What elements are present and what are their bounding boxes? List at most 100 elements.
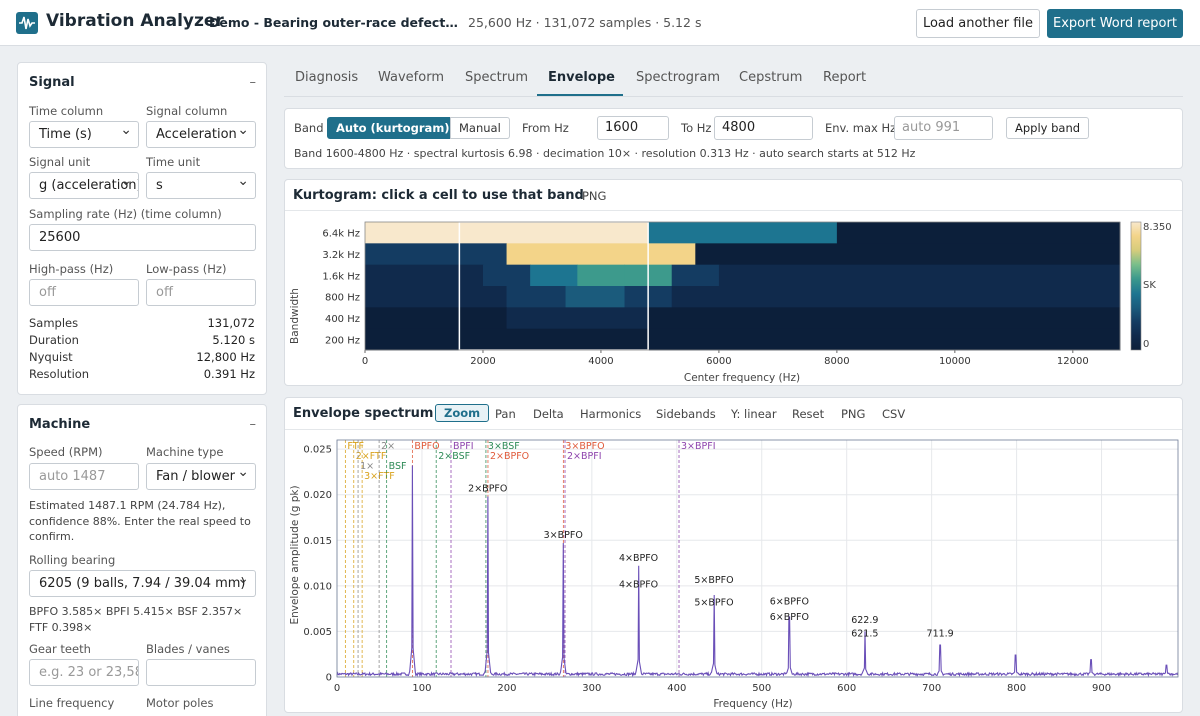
speed-label: Speed (RPM)	[29, 445, 103, 459]
time-unit-label: Time unit	[146, 155, 201, 169]
signal-unit-select[interactable]: g (acceleration)	[29, 172, 139, 199]
kurtogram-cell	[506, 286, 567, 308]
pan-tool-button[interactable]: Pan	[495, 407, 516, 421]
y-scale-toggle[interactable]: Y: linear	[731, 407, 777, 421]
tab-cepstrum[interactable]: Cepstrum	[739, 70, 803, 85]
envelope-title: Envelope spectrum	[293, 406, 434, 421]
env-max-label: Env. max Hz	[825, 121, 897, 135]
blades-input[interactable]	[146, 659, 256, 686]
apply-band-button[interactable]: Apply band	[1006, 117, 1090, 139]
kurtogram-png-button[interactable]: PNG	[582, 189, 607, 203]
sidebands-tool-button[interactable]: Sidebands	[656, 407, 716, 421]
reset-view-button[interactable]: Reset	[792, 407, 825, 421]
tab-waveform[interactable]: Waveform	[378, 70, 444, 85]
time-column-select[interactable]: Time (s)	[29, 121, 139, 148]
band-panel: Band Auto (kurtogram) Manual From Hz 160…	[284, 108, 1183, 169]
envelope-x-tick-label: 600	[837, 683, 856, 694]
machine-type-label: Machine type	[146, 445, 224, 459]
collapse-signal-button[interactable]: –	[249, 75, 257, 90]
envelope-x-tick-label: 200	[497, 683, 516, 694]
tab-envelope[interactable]: Envelope	[548, 70, 615, 85]
kurtogram-cell	[482, 264, 531, 287]
kurtogram-x-tick-label: 12000	[1057, 356, 1089, 367]
fault-frequency-label: 2×BPFI	[567, 451, 602, 462]
band-manual-toggle[interactable]: Manual	[450, 117, 510, 139]
kurtogram-cell	[506, 307, 649, 330]
stat-key: Duration	[29, 333, 79, 347]
sampling-rate-input[interactable]: 25600	[29, 224, 256, 251]
fault-frequency-label: 3×BSF	[488, 441, 520, 452]
machine-type-select[interactable]: Fan / blower	[146, 463, 256, 490]
speed-input[interactable]: auto 1487	[29, 463, 139, 490]
collapse-machine-button[interactable]: –	[249, 417, 257, 432]
export-report-button[interactable]: Export Word report	[1047, 9, 1183, 38]
envelope-x-label: Frequency (Hz)	[713, 698, 792, 710]
envelope-spectrum-chart[interactable]: Frequency (Hz) Envelope amplitude (g pk)…	[285, 430, 1182, 712]
stat-value: 5.120 s	[212, 333, 255, 347]
kurtogram-x-label: Center frequency (Hz)	[684, 372, 800, 384]
kurtogram-row-label: 200 Hz	[325, 335, 360, 346]
kurtogram-chart[interactable]: Bandwidth Center frequency (Hz) 8.350 SK…	[285, 211, 1182, 386]
peak-annotation: 2×BPFO	[468, 484, 507, 495]
tab-spectrogram[interactable]: Spectrogram	[636, 70, 720, 85]
speed-estimate-note: Estimated 1487.1 RPM (24.784 Hz), confid…	[29, 499, 251, 543]
fault-frequency-label: 2×BSF	[438, 451, 470, 462]
fault-frequency-label: FTF	[347, 441, 364, 452]
peak-annotation: 4×BPFO	[619, 553, 658, 564]
peak-annotation: 6×BPFO	[770, 612, 809, 623]
tab-report[interactable]: Report	[823, 70, 867, 85]
stat-key: Resolution	[29, 367, 90, 381]
tab-spectrum[interactable]: Spectrum	[465, 70, 528, 85]
kurtogram-row-label: 3.2k Hz	[322, 250, 360, 261]
harmonics-tool-button[interactable]: Harmonics	[580, 407, 642, 421]
peak-annotation: 3×BPFO	[544, 530, 583, 541]
highpass-input[interactable]: off	[29, 279, 139, 306]
fault-frequency-label: BPFO	[414, 441, 439, 452]
stat-key: Nyquist	[29, 350, 73, 364]
kurtogram-cell	[671, 286, 1121, 308]
colorbar-min-label: 0	[1143, 339, 1149, 350]
envelope-divider	[285, 429, 1182, 430]
envelope-y-label: Envelope amplitude (g pk)	[289, 485, 301, 624]
to-hz-input[interactable]: 4800	[714, 116, 813, 140]
peak-annotation: 711.9	[927, 629, 954, 640]
lowpass-label: Low-pass (Hz)	[146, 262, 227, 276]
band-label: Band	[294, 121, 324, 135]
kurtogram-cell	[365, 286, 508, 308]
band-auto-toggle[interactable]: Auto (kurtogram)	[327, 117, 459, 139]
zoom-tool-button[interactable]: Zoom	[435, 404, 490, 422]
kurtogram-title: Kurtogram: click a cell to use that band	[293, 188, 584, 203]
app-title: Vibration Analyzer	[46, 11, 224, 31]
fault-frequency-label: 2×FTF	[356, 451, 387, 462]
load-file-button[interactable]: Load another file	[916, 9, 1040, 38]
blades-label: Blades / vanes	[146, 642, 230, 656]
envelope-csv-button[interactable]: CSV	[882, 407, 906, 421]
active-tab-indicator	[537, 94, 623, 96]
envelope-x-tick-label: 900	[1092, 683, 1111, 694]
env-max-input[interactable]: auto 991	[894, 116, 993, 140]
from-hz-input[interactable]: 1600	[597, 116, 669, 140]
signal-panel: Signal – Time column Signal column Time …	[17, 62, 267, 395]
lowpass-input[interactable]: off	[146, 279, 256, 306]
gear-teeth-input[interactable]: e.g. 23 or 23,58	[29, 659, 139, 686]
top-bar: Vibration Analyzer Demo - Bearing outer-…	[0, 0, 1200, 46]
bearing-select[interactable]: 6205 (9 balls, 7.94 / 39.04 mm)	[29, 570, 256, 597]
time-unit-select[interactable]: s	[146, 172, 256, 199]
file-title: Demo - Bearing outer-race defect (synthe…	[209, 15, 459, 30]
tab-diagnosis[interactable]: Diagnosis	[295, 70, 359, 85]
kurtogram-row-label: 400 Hz	[325, 314, 360, 325]
delta-tool-button[interactable]: Delta	[533, 407, 564, 421]
kurtogram-cell	[671, 264, 720, 287]
fault-frequency-label: 1×	[360, 461, 374, 472]
kurtogram-cell	[695, 243, 1121, 266]
kurtogram-divider	[285, 210, 1182, 211]
highpass-label: High-pass (Hz)	[29, 262, 114, 276]
peak-annotation: 4×BPFO	[619, 579, 658, 590]
colorbar-max-label: 8.350	[1143, 222, 1172, 233]
peak-annotation: 5×BPFO	[694, 575, 733, 586]
kurtogram-x-tick-label: 6000	[706, 356, 731, 367]
signal-column-select[interactable]: Acceleration	[146, 121, 256, 148]
envelope-png-button[interactable]: PNG	[841, 407, 866, 421]
envelope-x-tick-label: 400	[667, 683, 686, 694]
bearing-frequencies-note: BPFO 3.585× BPFI 5.415× BSF 2.357× FTF 0…	[29, 605, 243, 634]
